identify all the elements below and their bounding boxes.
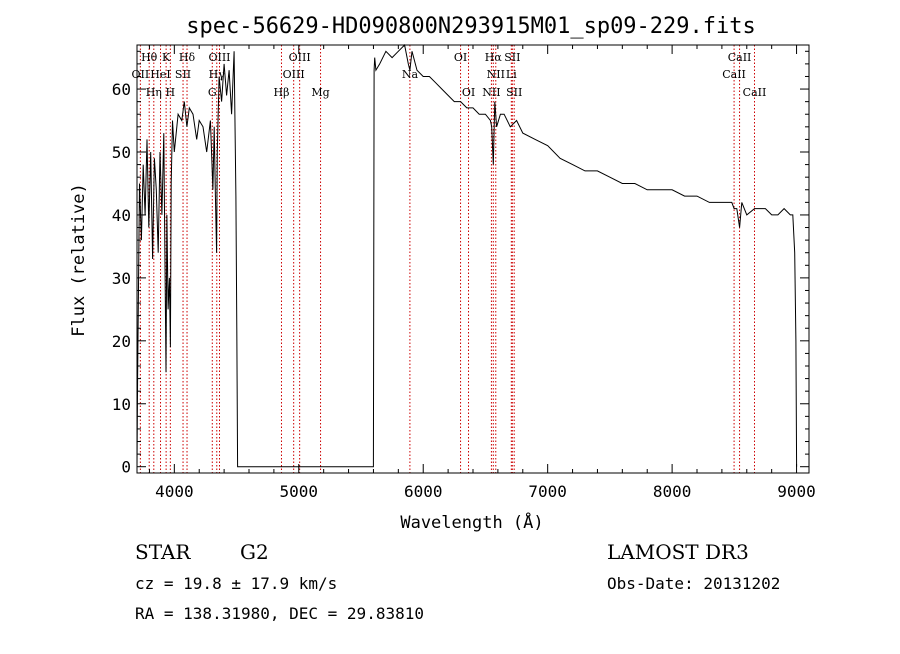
x-tick-label: 6000 [404,482,443,501]
line-marker-label: Hβ [274,86,290,99]
line-marker-label: G [208,86,217,99]
x-tick-label: 4000 [155,482,194,501]
line-marker-label: NII [487,68,505,81]
line-marker-label: OIII [283,68,305,81]
line-marker-label: Hη [146,86,162,99]
obs-date-text: Obs-Date: 20131202 [607,574,780,593]
line-marker-label: Hγ [209,68,226,81]
x-tick-label: 9000 [777,482,816,501]
line-marker-label: OII [132,68,150,81]
y-tick-label: 40 [112,206,131,225]
line-marker-label: OI [462,86,475,99]
x-tick-label: 5000 [280,482,319,501]
line-marker-label: K [162,51,171,64]
y-tick-label: 20 [112,332,131,351]
class-label: STAR [135,540,191,564]
subclass-label: G2 [240,540,269,564]
y-tick-label: 50 [112,143,131,162]
line-marker-label: SII [504,51,520,64]
coordinates-text: RA = 138.31980, DEC = 29.83810 [135,604,424,623]
line-marker-label: HeI [150,68,170,81]
x-tick-label: 7000 [528,482,567,501]
axes: 4000 5000 6000 7000 8000 9000 0 10 20 30 40 50 60 [112,45,816,501]
line-marker-label: OIII [208,51,230,64]
line-marker-label: OIII [289,51,311,64]
y-tick-label: 0 [121,458,131,477]
chart-title: spec-56629-HD090800N293915M01_sp09-229.f… [186,14,756,39]
redshift-text: cz = 19.8 ± 17.9 km/s [135,574,337,593]
line-marker-label: CaII [728,51,752,64]
line-marker-label: SII [175,68,191,81]
survey-label: LAMOST DR3 [607,540,749,564]
line-marker-label: CaII [743,86,767,99]
line-marker-label: Hθ [141,51,158,64]
y-tick-label: 10 [112,395,131,414]
y-tick-label: 60 [112,80,131,99]
line-marker-label: Hδ [179,51,196,64]
y-axis-label: Flux (relative) [69,183,89,337]
y-tick-label: 30 [112,269,131,288]
line-marker-label: Mg [311,86,329,99]
line-marker-label: Hα [485,51,503,64]
plot-frame [136,44,810,474]
line-marker-label: CaII [722,68,746,81]
line-marker-label: Li [506,68,517,81]
line-marker-label: OI [454,51,467,64]
spectrum-line [136,43,798,468]
line-marker-label: H [166,86,176,99]
line-marker-label: SII [506,86,522,99]
line-marker-label: NII [482,86,500,99]
line-marker-label: Na [402,68,419,81]
x-tick-label: 8000 [653,482,692,501]
line-marker-lines [139,45,755,473]
x-axis-label: Wavelength (Å) [400,511,543,533]
